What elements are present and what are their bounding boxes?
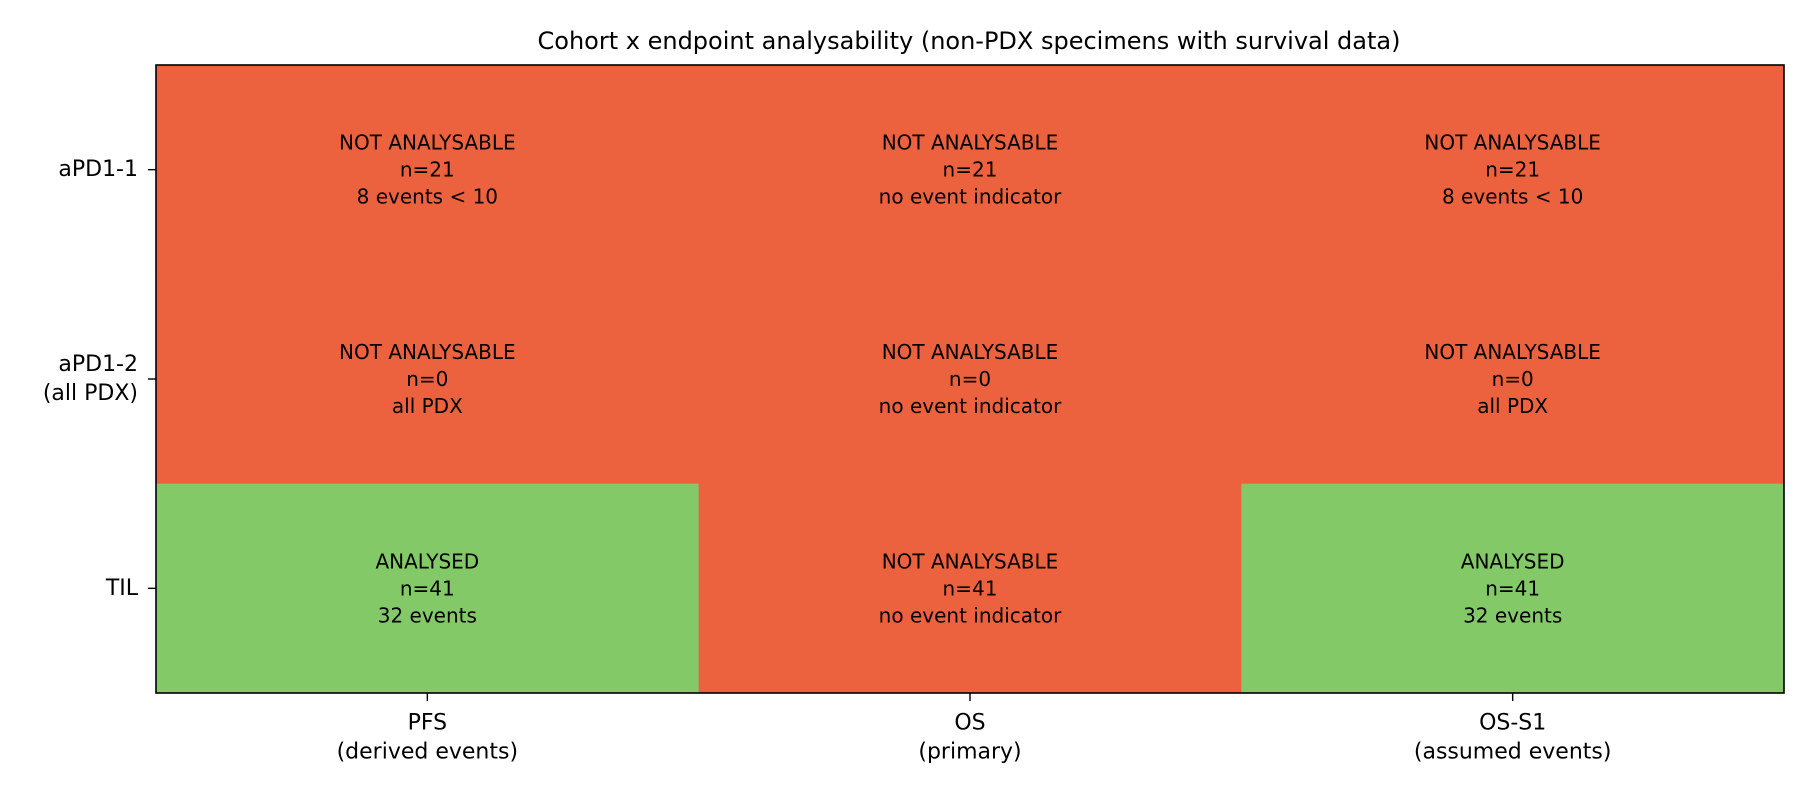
heatmap-cell-r0-c2 [1241, 65, 1785, 275]
cell-count-label: n=41 [400, 576, 455, 600]
x-tick-label: (assumed events) [1414, 740, 1612, 765]
cell-note-label: no event indicator [879, 603, 1062, 627]
y-tick-label: aPD1-1 [58, 157, 138, 182]
heatmap-cell-r2-c2 [1241, 483, 1785, 694]
y-axis: aPD1-1 aPD1-2 (all PDX) TIL [43, 157, 156, 601]
x-tick-label: PFS [408, 711, 448, 736]
cell-status-label: NOT ANALYSABLE [882, 340, 1059, 364]
cell-count-label: n=0 [406, 367, 448, 391]
heatmap-cell-r2-c0 [156, 483, 700, 694]
cell-count-label: n=41 [943, 576, 998, 600]
cell-count-label: n=41 [1485, 576, 1540, 600]
heatmap-cell-r1-c0 [156, 274, 700, 485]
cell-note-label: all PDX [392, 394, 463, 418]
chart-title: Cohort x endpoint analysability (non-PDX… [538, 27, 1401, 55]
cell-note-label: all PDX [1477, 394, 1548, 418]
y-tick-label: (all PDX) [43, 381, 138, 406]
cell-annotations: NOT ANALYSABLE n=21 8 events < 10 NOT ANALY… [339, 131, 1601, 628]
cell-note-label: 32 events [1463, 603, 1562, 627]
heatmap-cell-r1-c2 [1241, 274, 1785, 485]
cell-count-label: n=21 [1485, 158, 1540, 182]
x-tick-label: OS [954, 711, 985, 736]
cell-note-label: no event indicator [879, 394, 1062, 418]
cell-status-label: NOT ANALYSABLE [882, 549, 1059, 573]
heatmap-cells [156, 65, 1785, 694]
cell-status-label: NOT ANALYSABLE [1424, 340, 1601, 364]
heatmap-cell-r1-c1 [698, 274, 1242, 485]
x-tick-label: (primary) [918, 740, 1021, 765]
cell-note-label: 8 events < 10 [1442, 185, 1583, 209]
cell-note-label: 32 events [378, 603, 477, 627]
heatmap-cell-r0-c0 [156, 65, 700, 275]
x-tick-label: (derived events) [337, 740, 518, 765]
cell-status-label: ANALYSED [1461, 549, 1565, 573]
heatmap-cell-r0-c1 [698, 65, 1242, 275]
cell-status-label: NOT ANALYSABLE [882, 131, 1059, 155]
x-tick-label: OS-S1 [1479, 711, 1546, 736]
cell-status-label: NOT ANALYSABLE [339, 131, 516, 155]
x-axis: PFS (derived events) OS (primary) OS-S1 (assu… [337, 693, 1612, 765]
cell-count-label: n=21 [943, 158, 998, 182]
cell-status-label: NOT ANALYSABLE [339, 340, 516, 364]
cell-status-label: NOT ANALYSABLE [1424, 131, 1601, 155]
cell-note-label: 8 events < 10 [357, 185, 498, 209]
cell-status-label: ANALYSED [375, 549, 479, 573]
heatmap-cell-r2-c1 [698, 483, 1242, 694]
cell-count-label: n=21 [400, 158, 455, 182]
cell-note-label: no event indicator [879, 185, 1062, 209]
cell-count-label: n=0 [1492, 367, 1534, 391]
y-tick-label: TIL [105, 576, 139, 601]
y-tick-label: aPD1-2 [58, 352, 138, 377]
cell-count-label: n=0 [949, 367, 991, 391]
